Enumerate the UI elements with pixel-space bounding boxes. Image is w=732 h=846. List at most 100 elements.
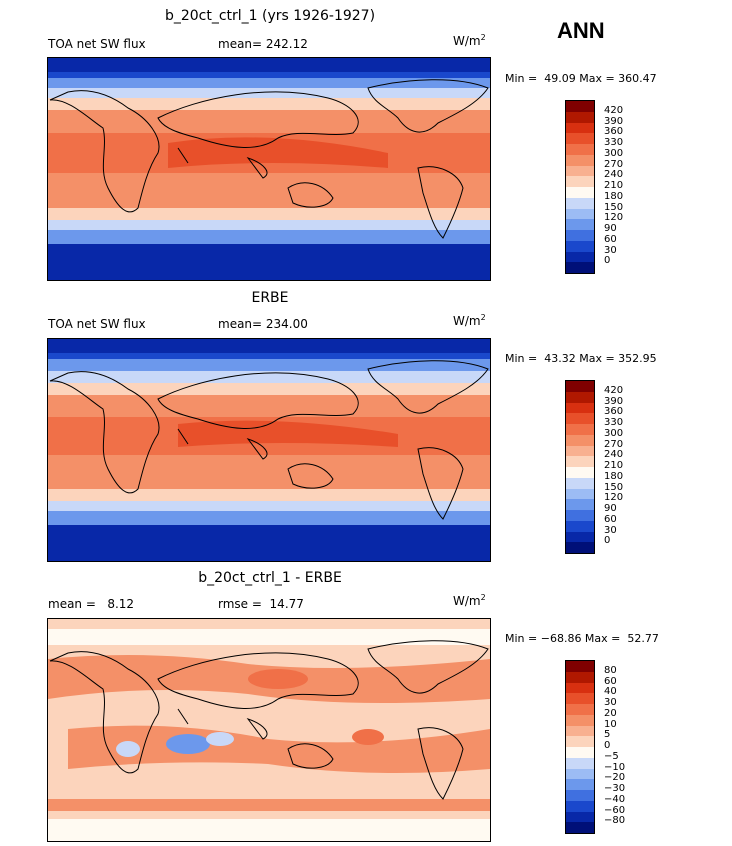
colorbar-tick-label: 120: [604, 492, 624, 504]
colorbar-tick-label: 300: [604, 427, 624, 439]
colorbar-tick-label: 390: [604, 395, 624, 407]
colorbar-swatch: [566, 531, 594, 543]
panel1-colorbar: [565, 100, 595, 274]
panel2-left-label: TOA net SW flux: [48, 317, 146, 331]
panel2-map-canvas: [48, 339, 490, 561]
colorbar-tick-label: 420: [604, 384, 624, 396]
colorbar-swatch: [566, 467, 594, 478]
colorbar-tick-label: 120: [604, 212, 624, 224]
colorbar-swatch: [566, 747, 594, 758]
colorbar-tick-label: 240: [604, 169, 624, 181]
colorbar-tick-label: 360: [604, 126, 624, 138]
colorbar-swatch: [566, 671, 594, 683]
panel3-units: W/m2: [453, 593, 486, 608]
colorbar-tick-label: 60: [604, 675, 617, 687]
panel2-colorbar: [565, 380, 595, 554]
colorbar-swatch: [566, 714, 594, 726]
colorbar-swatch: [566, 251, 594, 263]
colorbar-swatch: [566, 725, 594, 737]
colorbar-tick-label: 270: [604, 438, 624, 450]
colorbar-swatch: [566, 133, 594, 144]
panel2-units: W/m2: [453, 313, 486, 328]
colorbar-tick-label: 0: [604, 255, 611, 267]
colorbar-tick-label: −5: [604, 750, 619, 762]
colorbar-swatch: [566, 154, 594, 166]
colorbar-tick-label: 20: [604, 707, 617, 719]
colorbar-swatch: [566, 381, 594, 392]
colorbar-swatch: [566, 736, 594, 747]
colorbar-swatch: [566, 434, 594, 446]
panel3-map-canvas: [48, 619, 490, 841]
colorbar-tick-label: 60: [604, 513, 617, 525]
colorbar-tick-label: 90: [604, 503, 617, 514]
colorbar-tick-label: 5: [604, 729, 611, 741]
colorbar-swatch: [566, 101, 594, 112]
colorbar-tick-label: 180: [604, 470, 624, 482]
colorbar-swatch: [566, 424, 594, 435]
colorbar-swatch: [566, 510, 594, 521]
panel2-title: ERBE: [251, 290, 289, 306]
colorbar-swatch: [566, 230, 594, 241]
panel1-minmax: Min = 49.09 Max = 360.47: [505, 72, 657, 85]
panel3-colorbar-labels: 80 60 40 30 20 10 5 0 −5 −10 −20 −30 −40 −60 −80: [604, 660, 644, 832]
colorbar-tick-label: 150: [604, 481, 624, 493]
colorbar-tick-label: 360: [604, 406, 624, 418]
colorbar-swatch: [566, 176, 594, 187]
colorbar-swatch: [566, 122, 594, 134]
panel3-center-label: rmse = 14.77: [218, 597, 304, 611]
colorbar-tick-label: 150: [604, 201, 624, 213]
colorbar-swatch: [566, 445, 594, 457]
colorbar-swatch: [566, 768, 594, 780]
colorbar-tick-label: 0: [604, 740, 611, 751]
colorbar-tick-label: −30: [604, 783, 626, 794]
colorbar-swatch: [566, 187, 594, 198]
colorbar-swatch: [566, 661, 594, 672]
colorbar-swatch: [566, 499, 594, 510]
colorbar-tick-label: 390: [604, 115, 624, 127]
colorbar-swatch: [566, 391, 594, 403]
colorbar-tick-label: 210: [604, 180, 624, 191]
colorbar-tick-label: 330: [604, 137, 624, 148]
colorbar-swatch: [566, 208, 594, 220]
panel2-map: [47, 338, 491, 562]
panel1-map-canvas: [48, 58, 490, 280]
colorbar-swatch: [566, 456, 594, 467]
colorbar-tick-label: 90: [604, 223, 617, 234]
colorbar-swatch: [566, 413, 594, 424]
colorbar-swatch: [566, 262, 594, 273]
season-label: ANN: [557, 18, 605, 43]
colorbar-swatch: [566, 165, 594, 177]
panel3-left-label: mean = 8.12: [48, 597, 135, 611]
colorbar-tick-label: 300: [604, 147, 624, 159]
colorbar-tick-label: 420: [604, 104, 624, 116]
panel3-minmax: Min = −68.86 Max = 52.77: [505, 632, 659, 645]
colorbar-tick-label: 330: [604, 417, 624, 428]
panel3-colorbar-swatches: [566, 661, 594, 833]
panel1-units: W/m2: [453, 33, 486, 48]
panel2-center-label: mean= 234.00: [218, 317, 308, 331]
colorbar-tick-label: −80: [604, 815, 626, 827]
panel1-colorbar-swatches: [566, 101, 594, 273]
colorbar-tick-label: 30: [604, 524, 617, 536]
colorbar-swatch: [566, 682, 594, 694]
colorbar-tick-label: −20: [604, 772, 626, 784]
panel3-title: b_20ct_ctrl_1 - ERBE: [198, 570, 342, 586]
panel1-center-label: mean= 242.12: [218, 37, 308, 51]
colorbar-swatch: [566, 219, 594, 230]
colorbar-swatch: [566, 779, 594, 790]
colorbar-tick-label: 0: [604, 535, 611, 547]
colorbar-swatch: [566, 693, 594, 704]
colorbar-swatch: [566, 704, 594, 715]
colorbar-swatch: [566, 111, 594, 123]
colorbar-tick-label: −60: [604, 804, 626, 816]
colorbar-swatch: [566, 197, 594, 209]
colorbar-swatch: [566, 240, 594, 252]
colorbar-tick-label: 10: [604, 718, 617, 730]
colorbar-swatch: [566, 757, 594, 769]
colorbar-tick-label: 60: [604, 233, 617, 245]
colorbar-tick-label: 270: [604, 158, 624, 170]
panel3-colorbar: [565, 660, 595, 834]
colorbar-tick-label: 80: [604, 664, 617, 676]
colorbar-swatch: [566, 811, 594, 823]
colorbar-swatch: [566, 488, 594, 500]
